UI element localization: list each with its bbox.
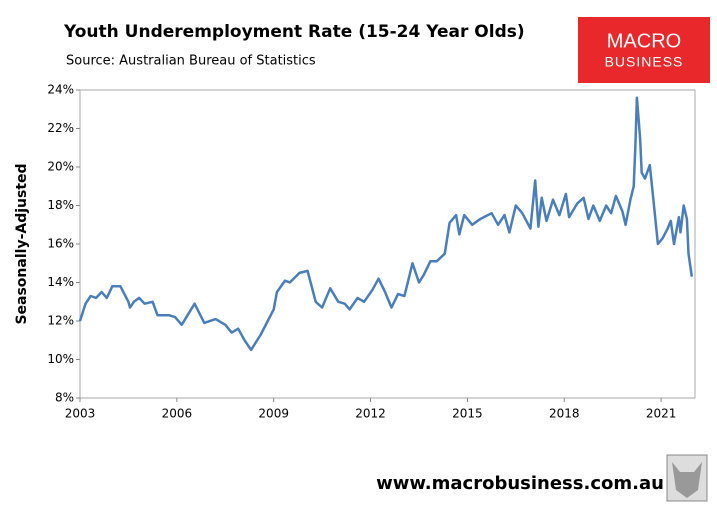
x-tick-label: 2021 xyxy=(646,407,677,421)
y-tick-label: 10% xyxy=(47,352,74,366)
x-tick-label: 2018 xyxy=(549,407,580,421)
y-tick-label: 16% xyxy=(47,237,74,251)
y-tick-label: 14% xyxy=(47,275,74,289)
chart-subtitle: Source: Australian Bureau of Statistics xyxy=(66,54,316,69)
y-tick-label: 20% xyxy=(47,160,74,174)
y-tick-label: 24% xyxy=(47,83,74,97)
y-tick-label: 12% xyxy=(47,314,74,328)
y-tick-label: 22% xyxy=(47,121,74,135)
data-line xyxy=(78,96,694,352)
wolf-face xyxy=(672,462,702,498)
x-tick-label: 2003 xyxy=(65,407,96,421)
y-tick-label: 18% xyxy=(47,198,74,212)
x-tick-label: 2006 xyxy=(162,407,193,421)
logo-box xyxy=(578,17,710,83)
chart-title: Youth Underemployment Rate (15-24 Year O… xyxy=(63,22,525,42)
x-tick-label: 2012 xyxy=(355,407,386,421)
x-tick-label: 2009 xyxy=(258,407,289,421)
footer-url: www.macrobusiness.com.au xyxy=(376,473,664,494)
x-tick-label: 2015 xyxy=(452,407,483,421)
logo-bottom: BUSINESS xyxy=(605,54,684,70)
logo-top: MACRO xyxy=(607,30,681,52)
y-axis-label: Seasonally-Adjusted xyxy=(14,163,30,324)
y-tick-label: 8% xyxy=(55,391,74,405)
plot-frame xyxy=(79,89,696,399)
